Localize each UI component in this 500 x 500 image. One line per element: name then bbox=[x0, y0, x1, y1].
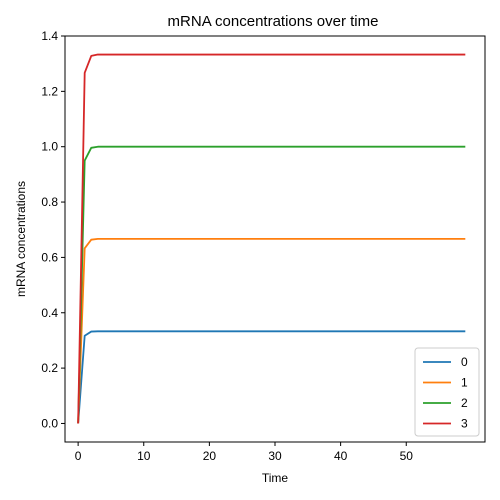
y-tick-label: 0.4 bbox=[41, 306, 58, 320]
x-tick-label: 30 bbox=[268, 449, 282, 463]
y-tick-label: 1.4 bbox=[41, 29, 58, 43]
legend-box bbox=[414, 347, 480, 437]
series-line-1 bbox=[77, 237, 466, 424]
y-axis-label: mRNA concentrations bbox=[14, 181, 28, 297]
series-line-3 bbox=[77, 53, 466, 424]
y-tick-label: 0.6 bbox=[41, 250, 58, 264]
x-tick-label: 40 bbox=[334, 449, 348, 463]
legend-label-1: 1 bbox=[461, 376, 468, 390]
y-tick-label: 1.2 bbox=[41, 84, 58, 98]
legend-label-2: 2 bbox=[461, 396, 468, 410]
y-tick-label: 0.8 bbox=[41, 195, 58, 209]
x-tick-label: 20 bbox=[203, 449, 217, 463]
x-tick-label: 0 bbox=[75, 449, 82, 463]
y-tick-label: 0.0 bbox=[41, 416, 58, 430]
x-tick-label: 10 bbox=[137, 449, 151, 463]
chart-title: mRNA concentrations over time bbox=[168, 13, 379, 30]
series-line-2 bbox=[77, 145, 466, 424]
y-tick-label: 0.2 bbox=[41, 361, 58, 375]
series-line-0 bbox=[77, 330, 466, 424]
legend-label-3: 3 bbox=[461, 417, 468, 431]
legend-label-0: 0 bbox=[461, 355, 468, 369]
x-tick-label: 50 bbox=[400, 449, 414, 463]
y-tick-label: 1.0 bbox=[41, 140, 58, 154]
x-axis-label: Time bbox=[262, 471, 289, 485]
